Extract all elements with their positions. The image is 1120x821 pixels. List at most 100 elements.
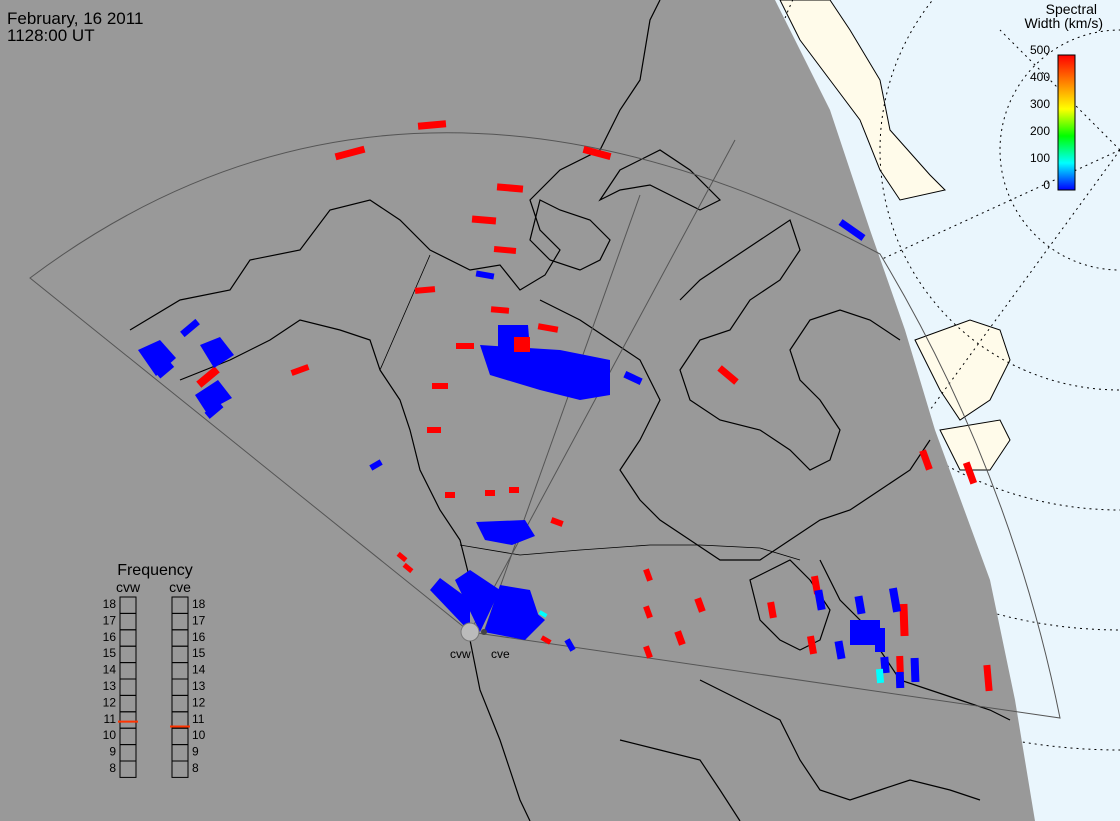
date-label: February, 16 2011 bbox=[7, 9, 144, 28]
frequency-tick: 14 bbox=[103, 663, 117, 677]
frequency-tick: 9 bbox=[192, 745, 199, 759]
scatter-cell bbox=[643, 645, 653, 659]
colorbar-tick-0: 0 bbox=[1043, 178, 1050, 192]
scatter-cells bbox=[138, 120, 993, 692]
scatter-cell bbox=[475, 270, 495, 280]
scatter-cell bbox=[334, 145, 366, 161]
scatter-cell bbox=[402, 562, 414, 574]
scatter-cell bbox=[427, 427, 441, 433]
scatter-patch bbox=[200, 337, 234, 368]
radar-site-cve-marker bbox=[481, 629, 487, 635]
scatter-cell bbox=[564, 638, 576, 652]
scatter-cell bbox=[396, 551, 408, 563]
scatter-cell bbox=[582, 145, 612, 161]
scatter-cell bbox=[896, 655, 904, 675]
frequency-tick: 8 bbox=[109, 761, 116, 775]
scatter-cell bbox=[983, 664, 993, 692]
colorbar-title-line1: Spectral bbox=[1046, 1, 1097, 17]
frequency-tick: 13 bbox=[103, 679, 117, 693]
frequency-radar-cve: cve bbox=[169, 579, 191, 595]
frequency-tick: 8 bbox=[192, 761, 199, 775]
scatter-cell bbox=[369, 459, 383, 471]
colorbar-tick-200: 200 bbox=[1030, 124, 1050, 138]
frequency-tick: 15 bbox=[192, 646, 206, 660]
scatter-patch bbox=[430, 578, 470, 632]
scatter-cell bbox=[834, 640, 846, 660]
scatter-cell bbox=[537, 323, 559, 333]
frequency-tick: 14 bbox=[192, 663, 206, 677]
scatter-cell bbox=[414, 286, 436, 294]
colorbar-title-line2: Width (km/s) bbox=[1024, 15, 1103, 31]
frequency-tick: 18 bbox=[103, 597, 117, 611]
scatter-cell bbox=[643, 605, 653, 619]
scatter-patch bbox=[138, 340, 176, 376]
scatter-cell bbox=[538, 610, 548, 618]
scatter-cell bbox=[456, 343, 474, 349]
frequency-title: Frequency bbox=[117, 562, 193, 579]
scatter-cell bbox=[854, 595, 866, 615]
frequency-tick: 16 bbox=[103, 630, 117, 644]
frequency-tick: 12 bbox=[192, 695, 206, 709]
radar-site-cvw-label: cvw bbox=[450, 647, 471, 661]
frequency-tick: 11 bbox=[192, 712, 205, 726]
frequency-tick: 11 bbox=[104, 712, 117, 726]
frequency-panel: Frequency cvw cve 1817161514131211109818… bbox=[103, 562, 206, 778]
borders bbox=[379, 254, 801, 561]
scatter-cell bbox=[895, 671, 905, 689]
frequency-tick: 12 bbox=[103, 695, 117, 709]
frequency-cell bbox=[171, 760, 189, 778]
dayside-land-newfoundland bbox=[939, 419, 1011, 471]
scatter-patch bbox=[455, 570, 500, 632]
scatter-cell bbox=[155, 361, 175, 379]
scatter-cell bbox=[919, 449, 933, 471]
dayside-land-greenland bbox=[779, 0, 946, 201]
scatter-patch bbox=[850, 620, 880, 645]
colorbar-tick-500: 500 bbox=[1030, 43, 1050, 57]
frequency-tick: 17 bbox=[192, 613, 206, 627]
scatter-cell bbox=[496, 183, 524, 193]
frequency-tick: 16 bbox=[192, 630, 206, 644]
scatter-cell bbox=[838, 219, 866, 241]
scatter-cell bbox=[550, 517, 564, 527]
frequency-tick: 10 bbox=[103, 728, 117, 742]
scatter-cell bbox=[485, 490, 495, 496]
scatter-cell bbox=[180, 318, 200, 338]
scatter-cell bbox=[509, 487, 519, 493]
frequency-tick: 15 bbox=[103, 646, 117, 660]
scatter-cell bbox=[888, 587, 902, 613]
scatter-cell bbox=[493, 246, 517, 254]
scatter-cell bbox=[910, 657, 920, 683]
scatter-cell bbox=[290, 364, 310, 376]
scatter-cell bbox=[540, 635, 552, 645]
scatter-cell bbox=[623, 371, 643, 385]
frequency-tick: 17 bbox=[103, 613, 117, 627]
scatter-cell bbox=[445, 492, 455, 498]
colorbar: Spectral Width (km/s) 500 400 300 200 10… bbox=[1024, 1, 1103, 192]
colorbar-tick-300: 300 bbox=[1030, 97, 1050, 111]
scatter-cell bbox=[204, 401, 224, 419]
time-label: 1128:00 UT bbox=[7, 26, 95, 45]
scatter-cell bbox=[810, 575, 822, 595]
frequency-bars: 18 17 16 15 14 13 12 11 10 9 8 18 17 16 15 14 13 12 11 10 9 8 bbox=[103, 596, 206, 778]
frequency-tick: 13 bbox=[192, 679, 206, 693]
scatter-cell bbox=[471, 215, 497, 225]
colorbar-tick-400: 400 bbox=[1030, 70, 1050, 84]
frequency-tick: 10 bbox=[192, 728, 206, 742]
scatter-cell bbox=[767, 601, 777, 619]
scatter-cell bbox=[196, 366, 220, 388]
radar-site-cvw-marker bbox=[460, 622, 480, 642]
dayside-land-labrador bbox=[914, 319, 1011, 421]
frequency-tick: 9 bbox=[109, 745, 116, 759]
coastlines bbox=[129, 0, 1011, 821]
scatter-cell bbox=[643, 568, 653, 582]
scatter-patch bbox=[514, 337, 530, 352]
scatter-patch bbox=[195, 380, 232, 412]
scatter-patch bbox=[476, 520, 535, 545]
colorbar-tick-100: 100 bbox=[1030, 151, 1050, 165]
frequency-radar-cvw: cvw bbox=[116, 579, 141, 595]
radar-site-cve-label: cve bbox=[491, 647, 510, 661]
scatter-cell bbox=[875, 668, 885, 684]
scatter-cell bbox=[814, 589, 826, 611]
scatter-cell bbox=[717, 365, 739, 385]
